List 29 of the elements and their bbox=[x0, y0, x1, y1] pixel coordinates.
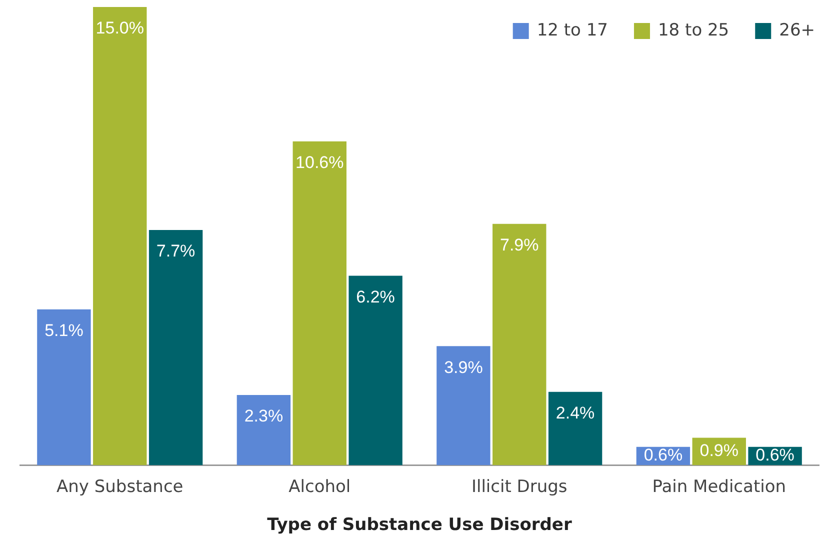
legend-label: 12 to 17 bbox=[536, 20, 608, 40]
x-axis-title: Type of Substance Use Disorder bbox=[267, 515, 572, 536]
legend-label: 18 to 25 bbox=[658, 20, 730, 40]
x-tick-label: Pain Medication bbox=[652, 476, 786, 497]
data-label: 10.6% bbox=[296, 153, 344, 172]
x-tick-label: Illicit Drugs bbox=[471, 476, 568, 497]
bar bbox=[548, 392, 602, 466]
data-label: 7.9% bbox=[500, 236, 539, 255]
data-label: 15.0% bbox=[96, 18, 144, 38]
bar bbox=[93, 7, 147, 466]
data-label: 2.3% bbox=[244, 406, 284, 426]
data-label: 3.9% bbox=[444, 358, 483, 377]
legend-label: 26+ bbox=[779, 20, 816, 40]
bar bbox=[348, 276, 402, 466]
data-label: 7.7% bbox=[156, 242, 196, 261]
bar bbox=[236, 394, 291, 466]
bar bbox=[436, 346, 490, 466]
data-label: 0.6% bbox=[644, 446, 683, 465]
data-label: 6.2% bbox=[356, 288, 395, 306]
bar bbox=[148, 230, 203, 466]
bar bbox=[292, 141, 346, 466]
bar bbox=[37, 309, 91, 466]
x-tick-label: Alcohol bbox=[288, 476, 351, 497]
x-tick-label: Any Substance bbox=[56, 476, 184, 497]
data-label: 0.9% bbox=[700, 441, 738, 460]
data-label: 0.6% bbox=[756, 446, 794, 465]
bar bbox=[492, 224, 546, 466]
data-label: 5.1% bbox=[44, 321, 84, 340]
data-label: 2.4% bbox=[556, 404, 595, 423]
